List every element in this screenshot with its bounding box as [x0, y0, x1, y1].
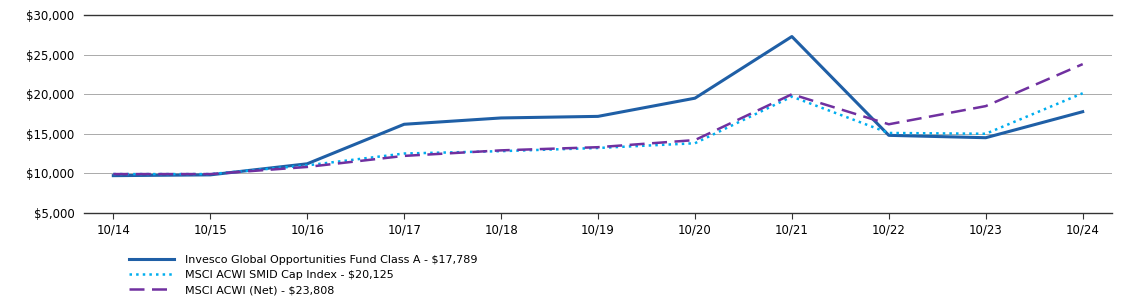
Legend: Invesco Global Opportunities Fund Class A - $17,789, MSCI ACWI SMID Cap Index - : Invesco Global Opportunities Fund Class …: [129, 254, 477, 295]
